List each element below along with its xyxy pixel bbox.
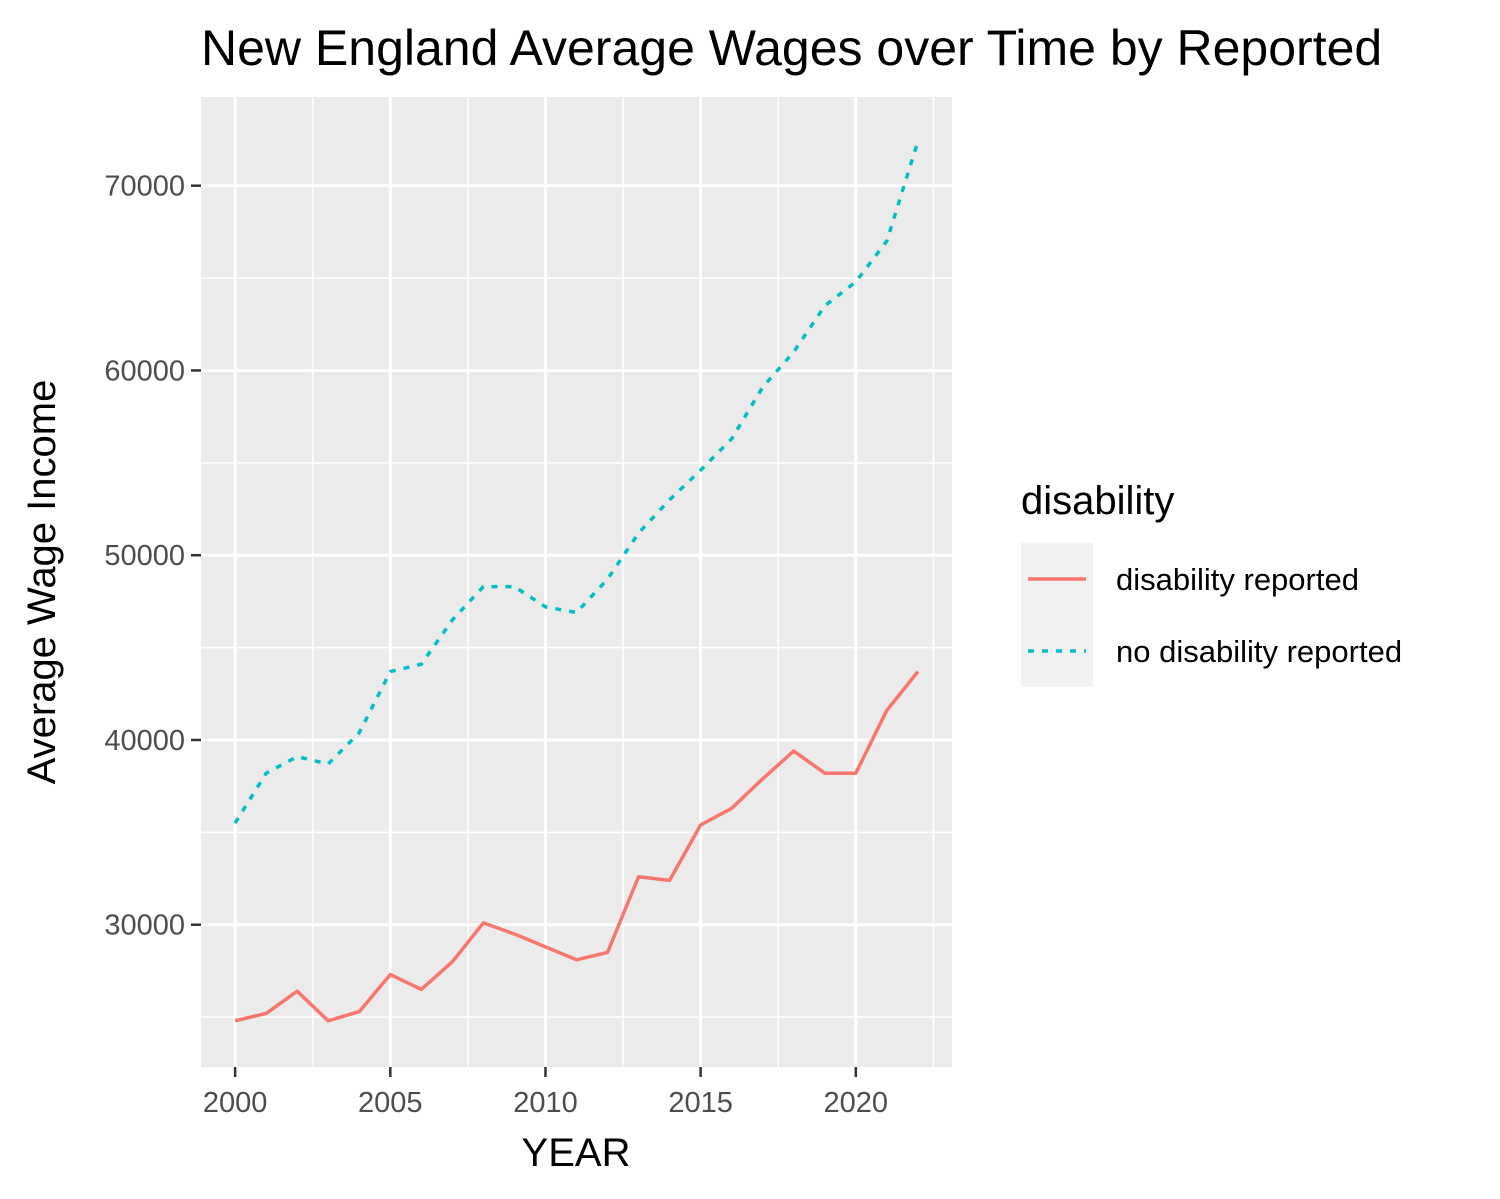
- plot-panel: [201, 97, 952, 1067]
- series-line-disability-reported: [234, 670, 920, 1023]
- y-tick-label: 40000: [104, 725, 185, 757]
- y-axis: 30000 40000 50000 60000 70000: [104, 171, 201, 942]
- legend-title: disability: [1021, 479, 1174, 523]
- y-tick-label: 30000: [104, 910, 185, 942]
- legend-item-label: no disability reported: [1116, 634, 1402, 669]
- x-tick-label: 2005: [358, 1087, 423, 1119]
- chart-title: New England Average Wages over Time by R…: [201, 20, 1382, 76]
- y-tick-label: 60000: [104, 355, 185, 387]
- x-tick-label: 2000: [203, 1087, 268, 1119]
- y-axis-title: Average Wage Income: [20, 380, 64, 785]
- x-tick-label: 2020: [824, 1087, 889, 1119]
- x-tick-label: 2010: [513, 1087, 578, 1119]
- x-axis: 2000 2005 2010 2015 2020: [203, 1067, 888, 1119]
- x-axis-title: YEAR: [522, 1131, 631, 1175]
- legend-item-label: disability reported: [1116, 562, 1359, 597]
- legend: disability disability reported no disabil…: [1021, 479, 1402, 687]
- grid-major: [201, 97, 952, 1067]
- y-tick-label: 50000: [104, 540, 185, 572]
- legend-key-background: [1021, 543, 1093, 687]
- series-layer: [233, 140, 920, 1023]
- y-tick-label: 70000: [104, 171, 185, 203]
- x-tick-label: 2015: [668, 1087, 733, 1119]
- series-line-no-disability-reported: [233, 140, 920, 825]
